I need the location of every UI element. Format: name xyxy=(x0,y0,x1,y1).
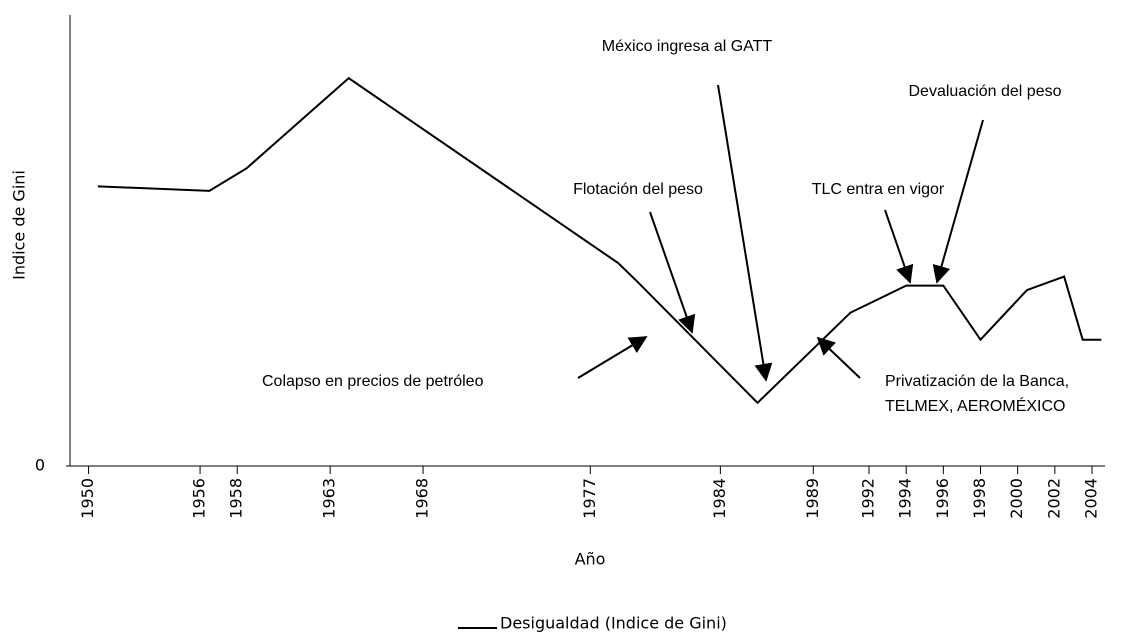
y-tick-label: 0 xyxy=(35,456,45,475)
x-tick-label: 1989 xyxy=(803,478,822,519)
data-line xyxy=(97,76,1102,405)
legend-label: Desigualdad (Indice de Gini) xyxy=(500,614,727,633)
x-tick-label: 1958 xyxy=(227,478,246,519)
annotation-arrow xyxy=(816,336,861,379)
x-tick-label: 2004 xyxy=(1081,478,1100,519)
x-axis-label: Año xyxy=(575,550,606,569)
x-tick-label: 1956 xyxy=(190,478,209,519)
annotation-arrow xyxy=(884,209,914,284)
annotation: Flotación del peso xyxy=(573,181,703,198)
annotation-arrow xyxy=(717,84,773,382)
annotation: Devaluación del peso xyxy=(909,83,1062,100)
x-tick-label: 1977 xyxy=(580,478,599,519)
x-tick-label: 1950 xyxy=(78,478,97,519)
y-axis-label: Indice de Gini xyxy=(10,170,29,280)
x-tick-label: 1984 xyxy=(710,478,729,519)
x-tick-label: 1968 xyxy=(413,478,432,519)
annotation: Colapso en precios de petróleo xyxy=(262,373,484,390)
annotation: TELMEX, AEROMÉXICO xyxy=(885,396,1065,415)
x-tick-label: 1996 xyxy=(933,478,952,519)
x-tick-label: 1994 xyxy=(896,478,915,519)
annotation-arrow xyxy=(649,211,696,334)
annotation-arrow xyxy=(577,336,648,379)
x-tick-label: 1998 xyxy=(970,478,989,519)
annotation-arrow xyxy=(932,119,984,284)
annotation: México ingresa al GATT xyxy=(602,38,773,55)
annotation: TLC entra en vigor xyxy=(812,181,945,198)
x-tick-label: 2002 xyxy=(1044,478,1063,519)
annotation: Privatización de la Banca, xyxy=(885,373,1069,390)
x-tick-label: 1963 xyxy=(320,478,339,519)
x-tick-label: 2000 xyxy=(1007,478,1026,519)
x-tick-label: 1992 xyxy=(859,478,878,519)
